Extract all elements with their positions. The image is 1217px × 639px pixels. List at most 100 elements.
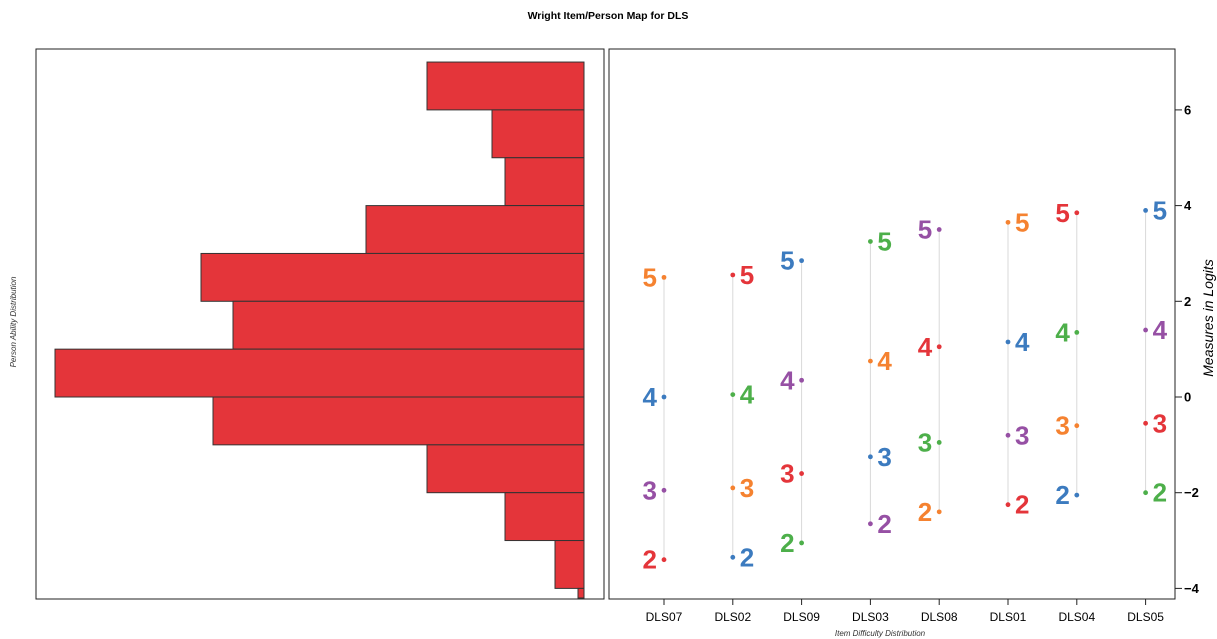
threshold-point — [1143, 420, 1148, 426]
y-tick-label: −4 — [1184, 581, 1200, 596]
person-histogram-bars — [54, 61, 585, 599]
threshold-category-label: 4 — [877, 346, 892, 376]
threshold-category-label: 3 — [877, 442, 891, 472]
threshold-point — [936, 344, 942, 350]
threshold-point — [661, 274, 667, 280]
x-tick-label: DLS01 — [990, 610, 1027, 624]
threshold-category-label: 5 — [1153, 195, 1167, 225]
y-tick-label: 4 — [1184, 198, 1192, 213]
threshold-category-label: 2 — [918, 497, 932, 527]
threshold-point — [1005, 339, 1011, 345]
threshold-point — [868, 239, 873, 244]
threshold-category-label: 3 — [1015, 420, 1029, 450]
threshold-category-label: 5 — [918, 215, 932, 245]
x-tick-label: DLS04 — [1058, 610, 1095, 624]
y-axis: −4 −2 0 2 4 6 — [1175, 102, 1200, 596]
threshold-category-label: 3 — [1153, 408, 1167, 438]
threshold-point — [936, 440, 942, 445]
threshold-point — [730, 485, 736, 491]
y-tick-label: −2 — [1184, 485, 1199, 500]
threshold-category-label: 3 — [1055, 411, 1069, 441]
y-axis-label: Measures in Logits — [1200, 259, 1216, 377]
person-bar — [504, 157, 585, 207]
threshold-category-label: 3 — [740, 473, 754, 503]
person-bar — [577, 587, 585, 599]
threshold-point — [730, 272, 736, 278]
threshold-point — [661, 487, 667, 493]
person-bar — [554, 540, 585, 589]
person-bar — [54, 348, 585, 398]
threshold-point — [1143, 490, 1148, 496]
x-tick-label: DLS02 — [714, 610, 751, 624]
threshold-category-label: 5 — [780, 246, 794, 276]
y-tick-label: 0 — [1184, 390, 1191, 405]
person-bar — [232, 300, 585, 350]
person-bar — [426, 61, 585, 111]
y-tick-label: 2 — [1184, 294, 1191, 309]
threshold-category-label: 2 — [1015, 490, 1029, 520]
threshold-category-label: 5 — [1015, 207, 1029, 237]
person-bar — [200, 252, 585, 302]
person-ability-panel: Person Ability Distribution — [9, 48, 605, 600]
threshold-point — [868, 358, 873, 364]
x-tick-label: DLS03 — [852, 610, 889, 624]
chart-title: Wright Item/Person Map for DLS — [528, 10, 689, 22]
x-tick-label: DLS05 — [1127, 610, 1164, 624]
person-axis-label: Person Ability Distribution — [9, 276, 18, 367]
threshold-category-label: 2 — [1055, 480, 1069, 510]
threshold-category-label: 2 — [877, 509, 891, 539]
threshold-category-label: 2 — [740, 542, 754, 572]
threshold-category-label: 4 — [643, 382, 658, 412]
y-tick-label: 6 — [1184, 102, 1191, 117]
item-panel-frame — [608, 48, 1176, 600]
threshold-category-label: 4 — [1055, 317, 1070, 347]
x-axis-label: Item Difficulty Distribution — [835, 629, 926, 638]
person-bar — [504, 492, 585, 542]
threshold-point — [1005, 219, 1011, 225]
threshold-point — [868, 521, 873, 527]
threshold-point — [730, 392, 736, 398]
x-tick-label: DLS07 — [646, 610, 683, 624]
item-threshold-lines — [663, 210, 1147, 560]
person-bar — [491, 109, 585, 159]
x-tick-label: DLS08 — [921, 610, 958, 624]
threshold-category-label: 2 — [643, 545, 657, 575]
threshold-category-label: 4 — [918, 332, 933, 362]
x-tick-label: DLS09 — [783, 610, 820, 624]
threshold-point — [1074, 330, 1080, 335]
threshold-point — [799, 258, 804, 264]
threshold-point — [799, 540, 804, 546]
threshold-category-label: 4 — [1153, 315, 1168, 345]
person-bar — [212, 396, 585, 446]
threshold-point — [799, 471, 804, 476]
threshold-category-label: 4 — [780, 365, 795, 395]
threshold-point — [1143, 327, 1148, 333]
x-axis: DLS07 DLS02 DLS09 DLS03 DLS08 DLS01 DLS04 DLS05 — [646, 599, 1164, 624]
threshold-point — [799, 377, 804, 383]
threshold-category-label: 5 — [877, 226, 891, 256]
threshold-point — [661, 394, 667, 400]
threshold-category-label: 5 — [643, 262, 657, 292]
threshold-point — [936, 509, 942, 515]
threshold-point — [936, 227, 942, 232]
threshold-point — [661, 557, 667, 563]
person-panel-frame — [35, 48, 605, 600]
threshold-category-label: 5 — [1055, 198, 1069, 228]
threshold-category-label: 2 — [1153, 478, 1167, 508]
threshold-category-label: 4 — [740, 380, 755, 410]
threshold-category-label: 2 — [780, 528, 794, 558]
threshold-category-label: 5 — [740, 260, 754, 290]
threshold-category-label: 4 — [1015, 327, 1030, 357]
threshold-category-label: 3 — [918, 427, 932, 457]
person-bar — [426, 444, 585, 494]
threshold-point — [1143, 207, 1148, 213]
threshold-point — [1074, 492, 1080, 498]
threshold-category-label: 3 — [643, 475, 657, 505]
threshold-category-label: 3 — [780, 459, 794, 489]
threshold-point — [1074, 210, 1080, 216]
person-bar — [365, 205, 585, 254]
threshold-point — [868, 454, 873, 460]
